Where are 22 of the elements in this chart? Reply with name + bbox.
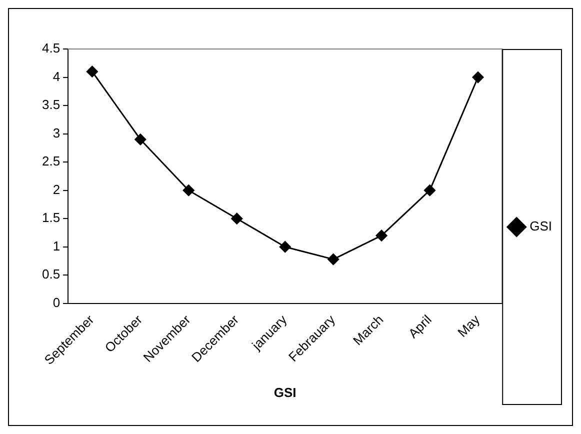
y-tick-label: 0: [52, 294, 60, 310]
point: [86, 66, 98, 78]
y-tick-label: 0.5: [42, 266, 60, 282]
point: [376, 230, 388, 242]
point: [328, 254, 340, 266]
y-tick-label: 4: [52, 68, 60, 84]
legend-label: GSI: [530, 218, 552, 234]
point: [182, 184, 194, 196]
point: [424, 184, 436, 196]
point: [279, 241, 291, 253]
y-tick-label: 3: [52, 125, 60, 140]
y-tick-label: 4.5: [42, 40, 60, 56]
y-tick-label: 1.5: [42, 210, 60, 226]
x-axis-title: GSI: [274, 384, 296, 400]
point: [134, 134, 146, 146]
x-tick-label: May: [454, 312, 483, 340]
y-tick-label: 1: [52, 238, 60, 254]
point: [231, 212, 243, 224]
point: [472, 72, 484, 84]
y-tick-label: 2.5: [42, 154, 60, 169]
y-tick-label: 2: [52, 182, 60, 197]
y-tick-label: 3.5: [42, 97, 60, 112]
